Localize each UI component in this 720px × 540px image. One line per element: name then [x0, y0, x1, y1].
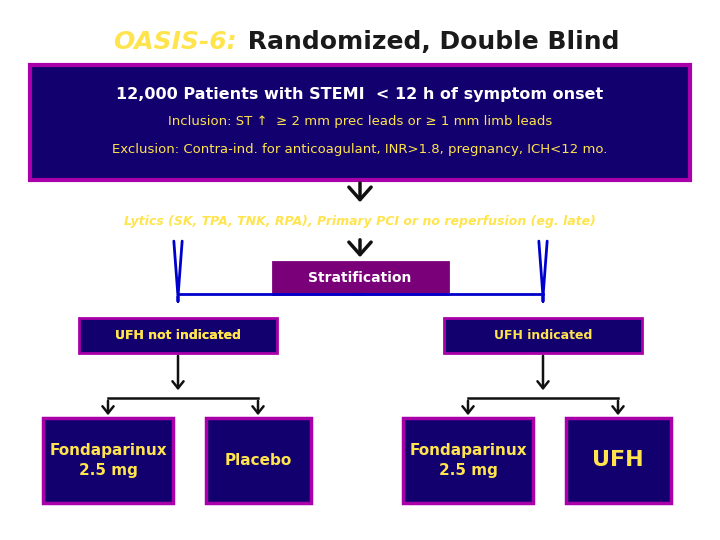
Text: UFH not indicated: UFH not indicated	[115, 329, 241, 342]
Text: UFH: UFH	[592, 450, 644, 470]
Bar	[30, 65, 690, 180]
Bar	[272, 262, 448, 294]
Text: OASIS-6:: OASIS-6:	[113, 30, 237, 54]
Bar	[565, 418, 670, 503]
Text: Inclusion: ST ↑  ≥ 2 mm prec leads or ≥ 1 mm limb leads: Inclusion: ST ↑ ≥ 2 mm prec leads or ≥ 1…	[168, 116, 552, 129]
Text: Exclusion: Contra-ind. for anticoagulant, INR>1.8, pregnancy, ICH<12 mo.: Exclusion: Contra-ind. for anticoagulant…	[112, 143, 608, 156]
Text: Fondaparinux
2.5 mg: Fondaparinux 2.5 mg	[409, 443, 527, 478]
Text: Randomized, Double Blind: Randomized, Double Blind	[239, 30, 619, 54]
Text: 12,000 Patients with STEMI  < 12 h of symptom onset: 12,000 Patients with STEMI < 12 h of sym…	[117, 87, 603, 103]
Bar	[79, 318, 277, 353]
Bar	[43, 418, 173, 503]
Bar	[403, 418, 533, 503]
Bar	[205, 418, 310, 503]
Text: Placebo: Placebo	[225, 453, 292, 468]
Bar	[444, 318, 642, 353]
Text: Stratification: Stratification	[308, 271, 412, 285]
Text: Fondaparinux
2.5 mg: Fondaparinux 2.5 mg	[49, 443, 167, 478]
Text: Lytics (SK, TPA, TNK, RPA), Primary PCI or no reperfusion (eg. late): Lytics (SK, TPA, TNK, RPA), Primary PCI …	[124, 215, 596, 228]
Text: UFH not indicated: UFH not indicated	[115, 329, 241, 342]
Text: UFH indicated: UFH indicated	[494, 329, 592, 342]
